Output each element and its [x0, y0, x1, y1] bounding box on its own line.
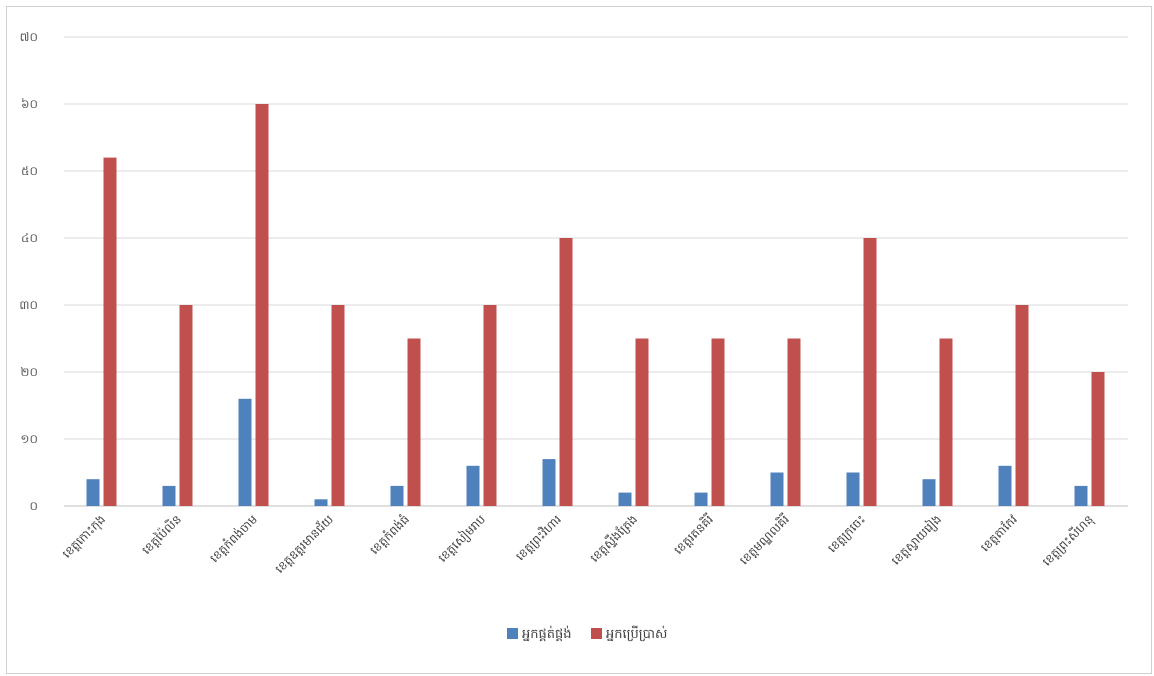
- bar-supplier: [542, 459, 556, 506]
- bar-supplier: [1074, 485, 1088, 506]
- bar-user: [103, 157, 117, 506]
- bars: [86, 104, 1105, 506]
- x-category-label: ខេត្តមណ្ឌលគិរី: [736, 511, 792, 567]
- y-tick-label: ០: [30, 499, 39, 513]
- legend-swatch-user: [591, 628, 602, 639]
- legend-label-supplier: អ្នកផ្គត់ផ្គង់: [522, 625, 572, 642]
- legend: អ្នកផ្គត់ផ្គង់ អ្នកប្រើប្រាស់: [507, 625, 667, 642]
- bar-user: [863, 238, 877, 506]
- bar-supplier: [314, 499, 328, 506]
- x-category-label: ខេត្តកំពង់ចាម: [206, 511, 260, 565]
- bar-supplier: [390, 485, 404, 506]
- bar-supplier: [922, 479, 936, 506]
- bar-supplier: [998, 465, 1012, 506]
- bar-user: [407, 338, 421, 506]
- x-category-label: ខេត្តក្រចេះ: [825, 512, 868, 555]
- y-tick-label: ៦០: [21, 97, 38, 111]
- bar-supplier: [618, 492, 632, 506]
- bar-supplier: [86, 479, 100, 506]
- x-category-label: ខេត្តកំពង់ធំ: [367, 512, 413, 558]
- bar-user: [1091, 372, 1105, 506]
- x-category-label: ខេត្តកោះកុង: [59, 512, 108, 561]
- x-axis-categories: ខេត្តកោះកុង ខេត្តប៉ៃលិន ខេត្តកំពង់ចាម ខេត្ត…: [59, 511, 1096, 576]
- y-tick-label: ៧០: [20, 30, 38, 44]
- bar-user: [331, 305, 345, 506]
- legend-swatch-supplier: [507, 628, 518, 639]
- bar-supplier: [162, 485, 176, 506]
- bar-supplier: [238, 398, 252, 506]
- bar-user: [179, 305, 193, 506]
- x-category-label: ខេត្តព្រះសីហនុ: [1039, 512, 1097, 570]
- y-tick-label: ៣០: [19, 298, 38, 312]
- bar-user: [787, 338, 801, 506]
- y-tick-label: ៥០: [21, 164, 38, 178]
- bar-user: [635, 338, 649, 506]
- gridlines: [64, 36, 1128, 507]
- x-category-label: ខេត្តព្រះវិហារ: [512, 511, 564, 563]
- x-category-label: ខេត្តឧត្តរមានជ័យ: [272, 512, 336, 576]
- bar-user: [483, 305, 497, 506]
- x-category-label: ខេត្តសៀមរាប: [435, 511, 490, 566]
- bar-supplier: [466, 465, 480, 506]
- bar-user: [939, 338, 953, 506]
- legend-label-user: អ្នកប្រើប្រាស់: [606, 625, 667, 642]
- x-category-label: ខេត្តប៉ៃលិន: [139, 512, 185, 558]
- bar-supplier: [694, 492, 708, 506]
- x-category-label: ខេត្តតាកែវ: [977, 511, 1020, 554]
- bar-supplier: [770, 472, 784, 506]
- chart-frame: [6, 6, 1152, 674]
- bar-supplier: [846, 472, 860, 506]
- x-category-label: ខេត្តស្វាយរៀង: [888, 512, 945, 569]
- bar-user: [1015, 305, 1029, 506]
- x-category-label: ខេត្តស្ទឹងត្រែង: [587, 512, 641, 566]
- bar-user: [559, 238, 573, 506]
- y-tick-label: ១០: [20, 432, 38, 446]
- bar-user: [711, 338, 725, 506]
- y-axis-ticks: ០ ១០ ២០ ៣០ ៤០ ៥០ ៦០ ៧០: [19, 30, 38, 513]
- x-category-label: ខេត្តរតនគិរី: [671, 511, 717, 557]
- bar-user: [255, 104, 269, 506]
- y-tick-label: ៤០: [21, 231, 38, 245]
- y-tick-label: ២០: [20, 365, 38, 379]
